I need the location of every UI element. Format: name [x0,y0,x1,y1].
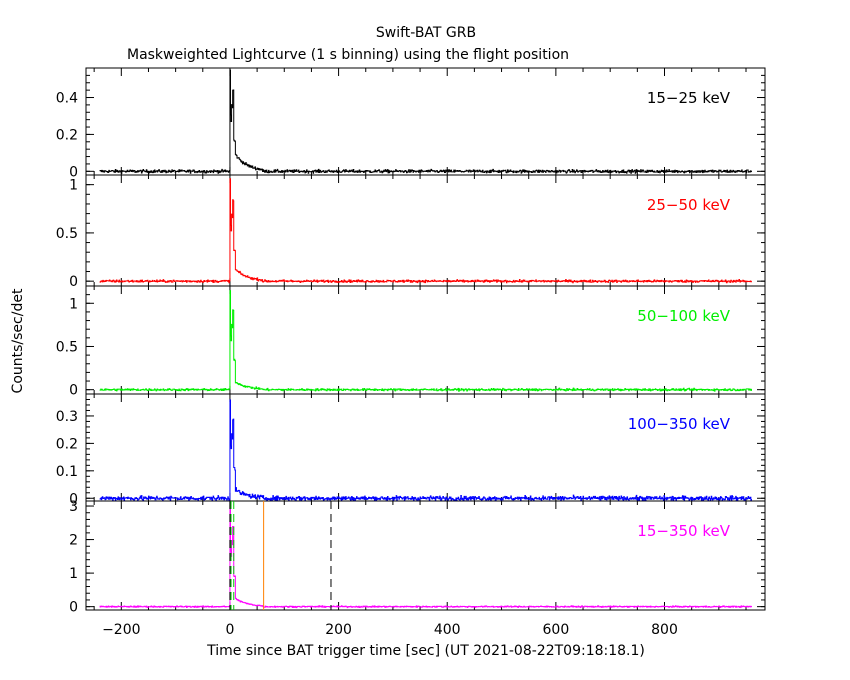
y-tick-label: 0 [69,600,78,616]
y-tick-label: 0.2 [56,436,78,452]
y-tick-label: 0.4 [56,91,78,107]
y-tick-label: 0.3 [56,409,78,425]
y-tick-label: 0.2 [56,127,78,143]
lightcurve-series [99,399,752,501]
chart-subtitle: Maskweighted Lightcurve (1 s binning) us… [127,47,569,63]
y-tick-label: 0.5 [56,226,78,242]
panel-100-350-kev: 0 0.1 0.2 0.3 100−350 keV [56,393,766,507]
chart-title: Swift-BAT GRB [376,25,476,41]
energy-band-label: 25−50 keV [647,196,731,214]
panel-frame [85,67,766,176]
y-tick-label: 0 [69,383,78,399]
energy-band-label: 100−350 keV [628,415,731,433]
x-tick-label: 200 [325,622,352,638]
panel-frame [85,285,766,395]
x-tick-label: 800 [651,622,678,638]
energy-band-label: 15−350 keV [637,522,730,540]
lightcurve-series [99,290,752,392]
panel-15-25-kev: 0 0.2 0.4 15−25 keV [56,67,766,180]
y-tick-label: 0.5 [56,339,78,355]
y-tick-label: 0.1 [56,464,78,480]
panel-frame [85,174,766,287]
x-axis-label: Time since BAT trigger time [sec] (UT 20… [206,643,645,659]
y-tick-label: 1 [69,296,78,312]
panel-25-50-kev: 0 0.5 1 25−50 keV [56,174,766,290]
x-tick-label: 400 [434,622,461,638]
y-tick-label: 2 [69,533,78,549]
lightcurve-series [99,505,752,609]
panels: 0 0.2 0.4 15−25 keV 0 0.5 1 25−50 keV 0 0.5 1 50−10… [56,67,766,616]
panel-frame [85,500,766,611]
panel-15-350-kev: 0 1 2 3 15−350 keV [69,499,766,616]
y-tick-label: 3 [69,499,78,515]
y-tick-label: 1 [69,178,78,194]
y-axis-label: Counts/sec/det [10,288,26,393]
x-tick-label: 600 [543,622,570,638]
energy-band-label: 15−25 keV [647,89,731,107]
y-tick-label: 0 [69,491,78,507]
panel-50-100-kev: 0 0.5 1 50−100 keV [56,285,766,399]
x-tick-label: 0 [225,622,234,638]
lightcurve-series [99,178,752,284]
y-tick-label: 0 [69,274,78,290]
lightcurve-series [99,69,752,174]
x-tick-label: −200 [102,622,140,638]
y-tick-label: 0 [69,164,78,180]
panel-frame [85,393,766,502]
x-axis-ticks: −200 0 200 400 600 800 [102,622,678,638]
energy-band-label: 50−100 keV [637,307,730,325]
y-tick-label: 1 [69,566,78,582]
